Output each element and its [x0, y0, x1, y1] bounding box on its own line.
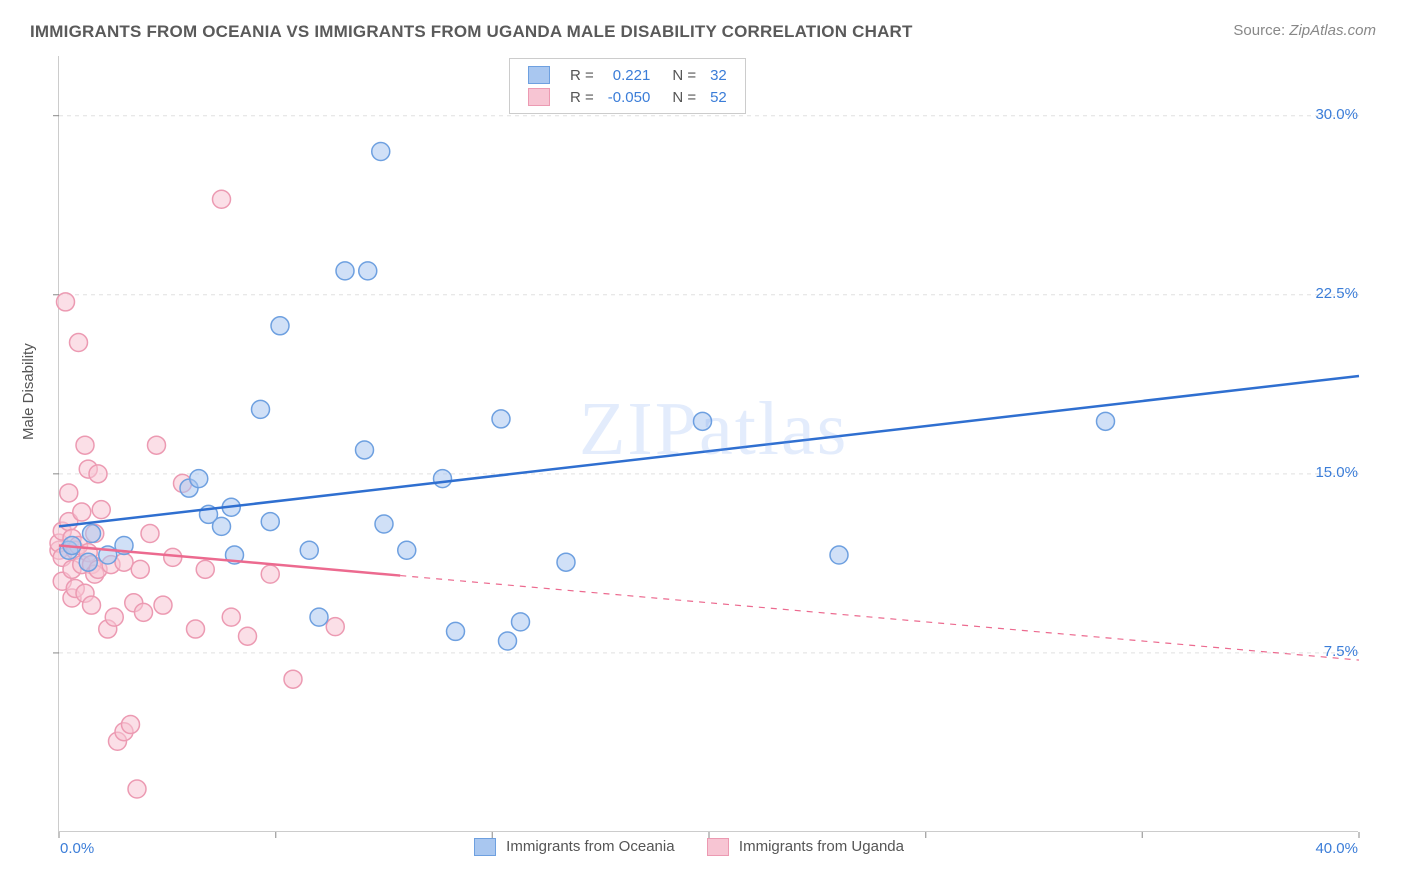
r-label: R =: [564, 87, 600, 107]
n-label: N =: [658, 87, 702, 107]
legend-correlation: R = 0.221 N = 32 R = -0.050 N = 52: [509, 58, 746, 114]
chart-source: Source: ZipAtlas.com: [1233, 22, 1376, 39]
y-tick-label: 15.0%: [1298, 464, 1358, 481]
swatch-oceania-icon: [474, 838, 496, 856]
swatch-uganda: [528, 88, 550, 106]
legend-row-uganda: R = -0.050 N = 52: [522, 87, 733, 107]
swatch-oceania: [528, 66, 550, 84]
plot-area: ZIPatlas R = 0.221 N = 32 R = -0.050 N =…: [58, 56, 1358, 832]
source-label: Source:: [1233, 22, 1285, 39]
n-value-oceania: 32: [704, 65, 733, 85]
x-tick-label: 0.0%: [60, 840, 94, 857]
x-tick-label: 40.0%: [1298, 840, 1358, 857]
r-value-oceania: 0.221: [602, 65, 657, 85]
legend-item-uganda: Immigrants from Uganda: [707, 838, 904, 856]
source-value: ZipAtlas.com: [1289, 22, 1376, 39]
correlation-chart: IMMIGRANTS FROM OCEANIA VS IMMIGRANTS FR…: [0, 0, 1406, 892]
legend-row-oceania: R = 0.221 N = 32: [522, 65, 733, 85]
y-axis-label: Male Disability: [20, 343, 37, 440]
y-tick-label: 7.5%: [1298, 643, 1358, 660]
legend-series: Immigrants from Oceania Immigrants from …: [460, 838, 918, 856]
n-label: N =: [658, 65, 702, 85]
y-tick-label: 30.0%: [1298, 106, 1358, 123]
chart-title: IMMIGRANTS FROM OCEANIA VS IMMIGRANTS FR…: [30, 22, 913, 42]
legend-label-oceania: Immigrants from Oceania: [506, 838, 674, 855]
plot-svg: [59, 56, 1359, 832]
legend-label-uganda: Immigrants from Uganda: [739, 838, 904, 855]
r-value-uganda: -0.050: [602, 87, 657, 107]
legend-item-oceania: Immigrants from Oceania: [474, 838, 675, 856]
y-tick-label: 22.5%: [1298, 285, 1358, 302]
r-label: R =: [564, 65, 600, 85]
n-value-uganda: 52: [704, 87, 733, 107]
swatch-uganda-icon: [707, 838, 729, 856]
